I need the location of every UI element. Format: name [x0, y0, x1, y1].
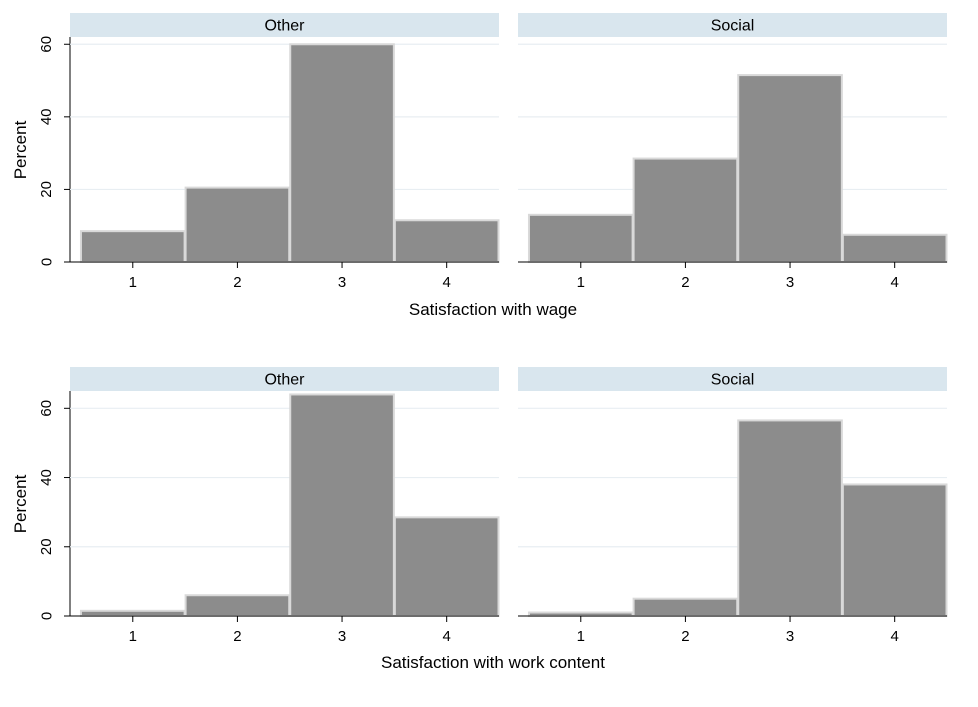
y-tick-label: 60: [38, 400, 55, 417]
panel-social: Social 1 2 3 4: [518, 13, 948, 291]
y-tick-label: 60: [38, 36, 55, 53]
panel-title: Other: [264, 18, 305, 35]
panel-strip: [518, 367, 947, 391]
bar-4: [841, 483, 948, 618]
bar-2: [632, 597, 739, 618]
x-tick-label: 4: [443, 274, 451, 291]
panel-strip: [518, 13, 947, 37]
bar-3: [289, 43, 395, 263]
bar-4: [393, 219, 500, 263]
bar-4: [841, 233, 948, 263]
panel-social: Social 1 2 3 4: [518, 367, 948, 645]
x-tick-label: 2: [233, 274, 241, 291]
bar-1: [79, 609, 186, 617]
y-tick-label: 40: [38, 108, 55, 125]
x-tick-label: 2: [681, 274, 689, 291]
x-tick-label: 4: [891, 628, 899, 645]
y-tick-label: 0: [38, 258, 55, 266]
panel-title: Other: [264, 372, 305, 389]
bar-3: [737, 419, 843, 617]
x-tick-label: 2: [681, 628, 689, 645]
x-tick-label: 3: [786, 274, 794, 291]
y-tick-label: 0: [38, 612, 55, 620]
y-axis-title: Percent: [11, 120, 30, 179]
bar-2: [632, 157, 739, 264]
bar-3: [289, 393, 395, 618]
x-tick-label: 4: [443, 628, 451, 645]
y-axis-title: Percent: [11, 474, 30, 533]
bar-1: [527, 611, 634, 617]
panel-strip: [70, 367, 499, 391]
x-tick-label: 4: [891, 274, 899, 291]
panel-title: Social: [711, 18, 755, 35]
x-tick-label: 1: [577, 628, 585, 645]
bar-2: [184, 186, 291, 264]
x-tick-label: 1: [577, 274, 585, 291]
y-tick-label: 40: [38, 469, 55, 486]
panel-other: Other 1 2 3 4: [70, 13, 500, 291]
x-tick-label: 3: [338, 274, 346, 291]
x-tick-label: 2: [233, 628, 241, 645]
x-tick-label: 3: [338, 628, 346, 645]
x-tick-label: 1: [129, 628, 137, 645]
panel-title: Social: [711, 372, 755, 389]
panel-strip: [70, 13, 499, 37]
x-tick-label: 1: [129, 274, 137, 291]
panel-other: Other 1 2 3 4: [70, 367, 500, 645]
bar-4: [393, 516, 500, 617]
x-axis-title: Satisfaction with work content: [381, 653, 605, 672]
y-tick-label: 20: [38, 538, 55, 555]
x-tick-label: 3: [786, 628, 794, 645]
bar-1: [527, 213, 634, 264]
y-tick-label: 20: [38, 181, 55, 198]
bar-2: [184, 594, 291, 618]
x-axis-title: Satisfaction with wage: [409, 300, 577, 319]
bar-3: [737, 74, 843, 263]
bar-1: [79, 230, 186, 264]
